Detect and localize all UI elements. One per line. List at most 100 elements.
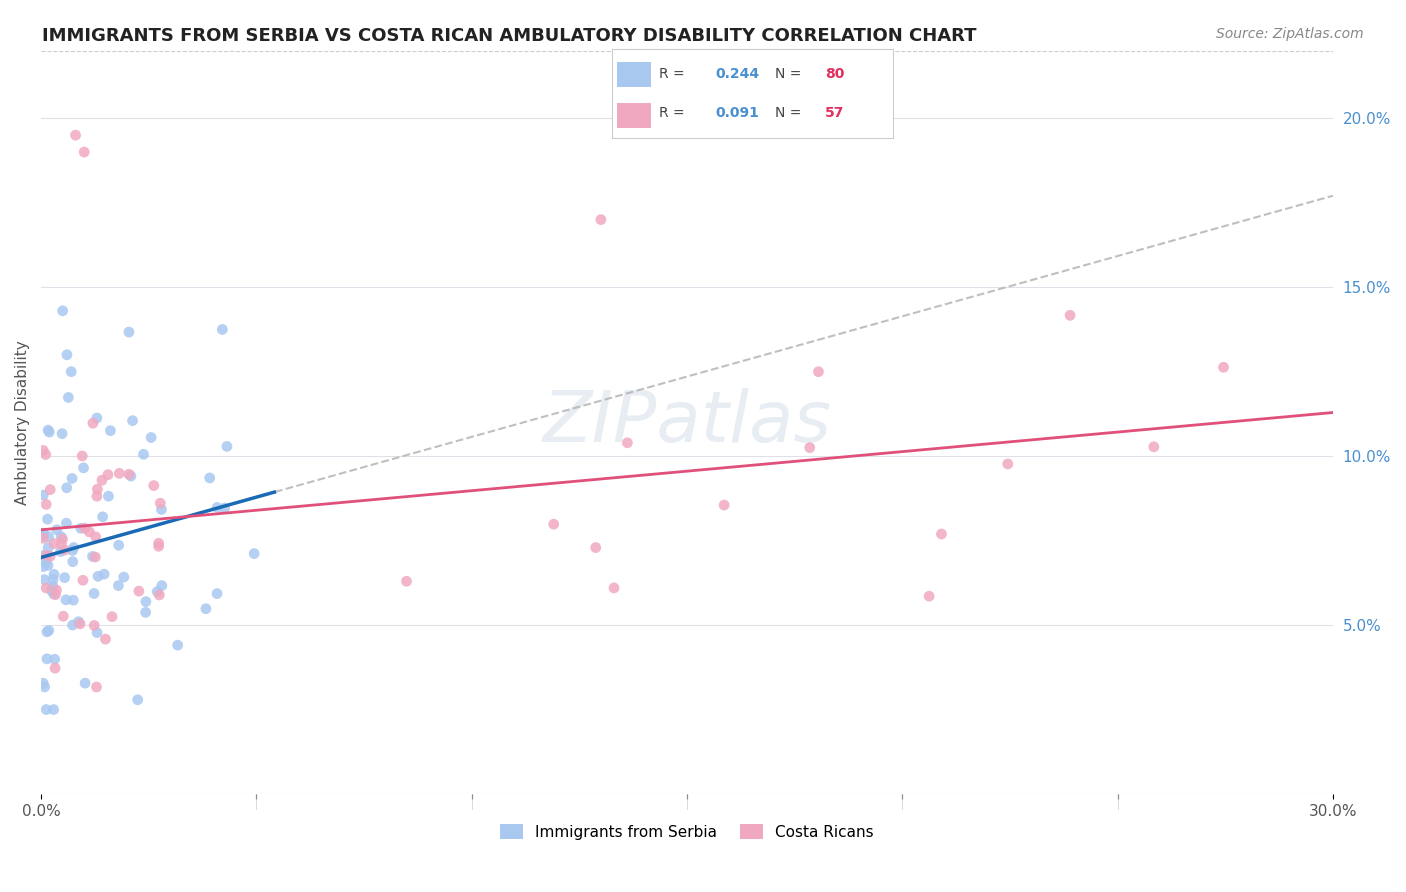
Point — [49, 544, 72, 558]
Point — [198, 471, 221, 485]
Point — [211, 322, 233, 336]
Point — [34, 680, 56, 694]
Y-axis label: Ambulatory Disability: Ambulatory Disability — [15, 340, 30, 505]
Point — [585, 541, 607, 555]
Point — [395, 574, 418, 589]
Point — [55, 481, 77, 495]
Point — [62, 543, 84, 558]
Point — [148, 539, 170, 553]
Point — [118, 467, 141, 482]
Point — [42, 573, 65, 587]
Point — [543, 517, 565, 532]
Point — [84, 530, 107, 544]
Point — [918, 589, 941, 603]
Text: R =: R = — [659, 67, 689, 81]
Point — [139, 430, 162, 444]
Point — [107, 538, 129, 552]
Point — [86, 625, 108, 640]
Point — [45, 583, 67, 598]
Point — [101, 609, 124, 624]
Text: N =: N = — [775, 67, 806, 81]
Point — [79, 524, 101, 539]
Point — [713, 498, 735, 512]
Point — [142, 478, 165, 492]
Point — [35, 497, 58, 511]
Point — [34, 573, 56, 587]
Point — [51, 537, 73, 551]
Point — [94, 632, 117, 647]
Point — [1143, 440, 1166, 454]
Point — [60, 365, 83, 379]
Point — [91, 509, 114, 524]
Point — [205, 500, 228, 515]
Point — [70, 449, 93, 463]
Point — [799, 441, 821, 455]
Point — [62, 541, 84, 555]
Point — [75, 676, 97, 690]
Point — [65, 128, 87, 143]
Point — [51, 532, 73, 546]
Point — [73, 521, 96, 535]
Text: 57: 57 — [825, 106, 845, 120]
Point — [32, 529, 55, 543]
Point — [214, 501, 236, 516]
Point — [42, 567, 65, 582]
Point — [97, 489, 120, 503]
Point — [150, 502, 173, 516]
Point — [149, 496, 172, 510]
Point — [205, 586, 228, 600]
Point — [38, 425, 60, 439]
Point — [87, 569, 110, 583]
Point — [243, 547, 266, 561]
Point — [32, 488, 55, 502]
Point — [112, 570, 135, 584]
Point — [82, 549, 104, 564]
Point — [108, 467, 131, 481]
Point — [146, 584, 169, 599]
Point — [1212, 360, 1234, 375]
Point — [44, 536, 66, 550]
Point — [55, 592, 77, 607]
Point — [97, 467, 120, 482]
Point — [931, 527, 953, 541]
Point — [194, 601, 217, 615]
Point — [150, 579, 173, 593]
Point — [44, 652, 66, 666]
Point — [69, 521, 91, 535]
Point — [86, 680, 108, 694]
Point — [1059, 308, 1081, 322]
Point — [38, 624, 60, 638]
Point — [91, 473, 114, 487]
Point — [35, 581, 58, 595]
Point — [121, 414, 143, 428]
Point — [44, 588, 66, 602]
Point — [83, 586, 105, 600]
Point — [34, 448, 56, 462]
Point — [37, 512, 59, 526]
Point — [72, 574, 94, 588]
Text: 0.244: 0.244 — [716, 67, 759, 81]
Point — [39, 483, 62, 497]
Point — [62, 593, 84, 607]
Point — [32, 443, 55, 458]
Text: 0.091: 0.091 — [716, 106, 759, 120]
Point — [35, 549, 58, 563]
Point — [41, 583, 63, 598]
Text: N =: N = — [775, 106, 806, 120]
Point — [62, 618, 84, 632]
Point — [73, 145, 96, 159]
Point — [35, 702, 58, 716]
Point — [51, 426, 73, 441]
Point — [62, 555, 84, 569]
Point — [42, 579, 65, 593]
Point — [127, 693, 149, 707]
Point — [589, 212, 612, 227]
Point — [603, 581, 626, 595]
Point — [34, 556, 56, 570]
Point — [67, 615, 90, 629]
Point — [58, 391, 80, 405]
Point — [37, 541, 59, 555]
Bar — [617, 103, 651, 128]
Point — [42, 702, 65, 716]
Point — [72, 460, 94, 475]
